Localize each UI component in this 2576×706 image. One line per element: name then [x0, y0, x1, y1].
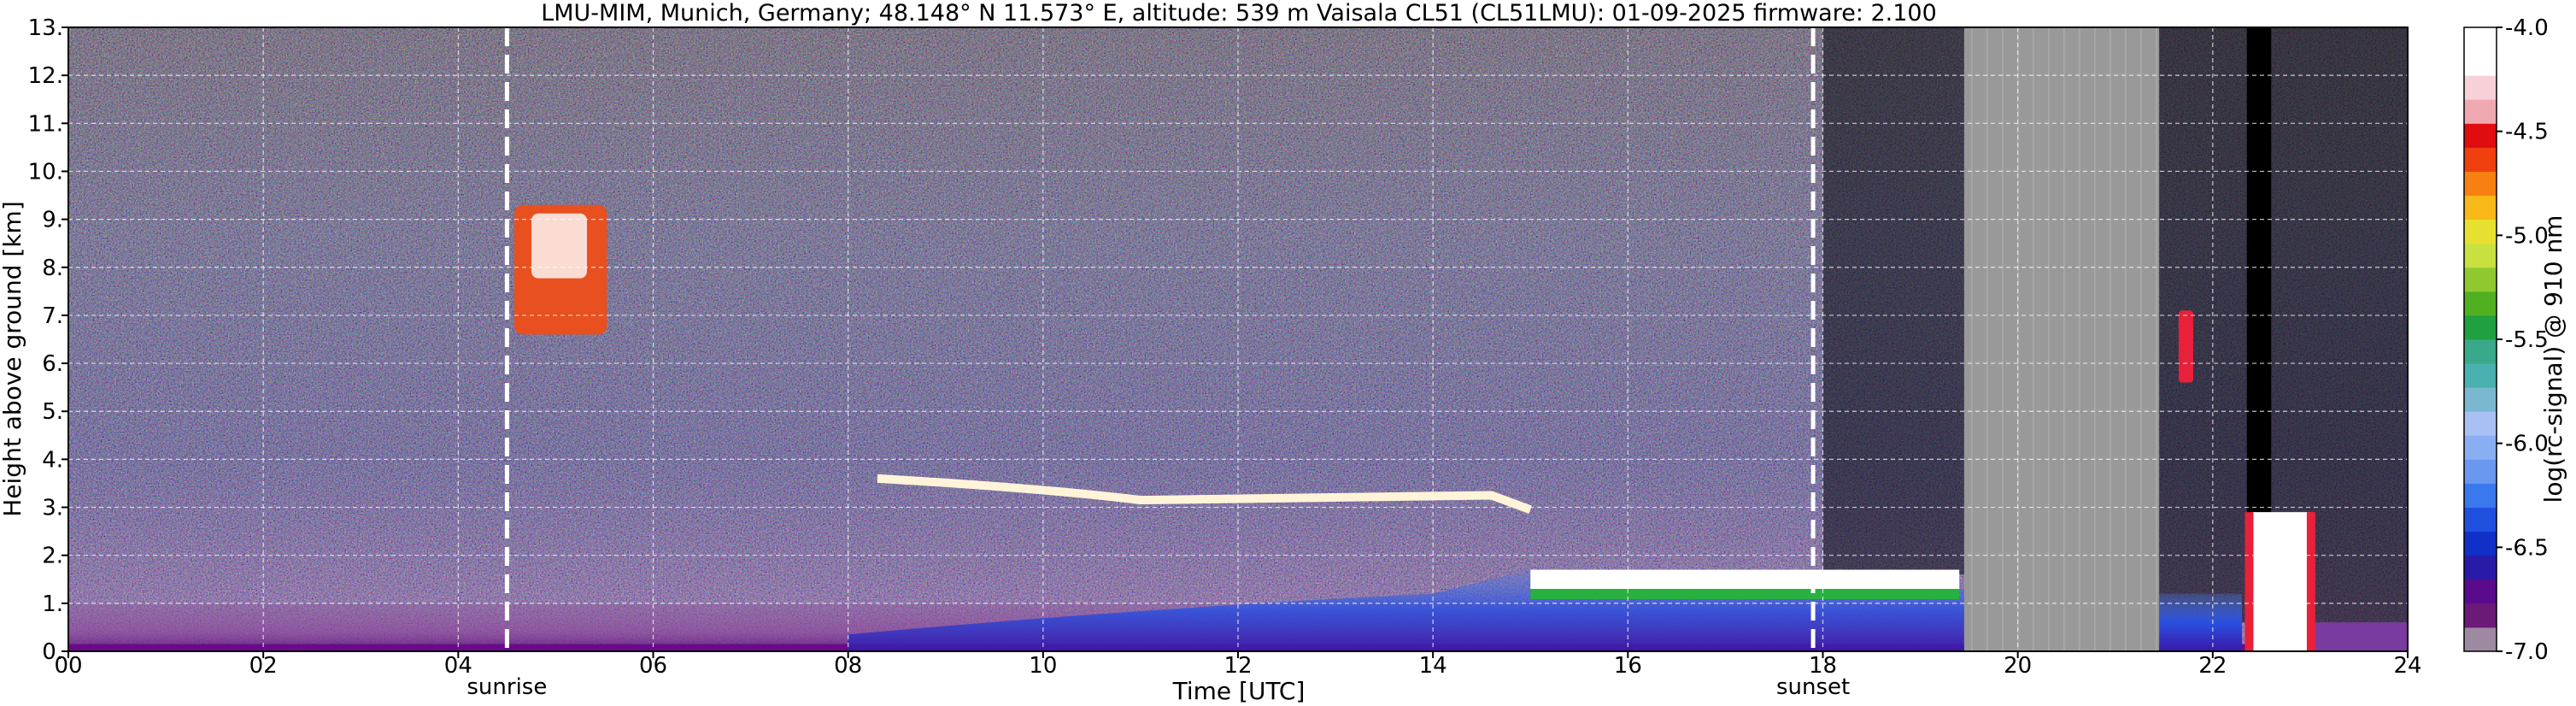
- x-tick-label: 06: [639, 653, 667, 679]
- x-tick-label: 02: [249, 653, 278, 679]
- colorbar-segment: [2464, 171, 2497, 197]
- cloud-core: [2178, 310, 2194, 383]
- cloud-layer: [2244, 512, 2315, 651]
- colorbar-segment: [2464, 315, 2497, 340]
- cloud-layer: [877, 474, 1532, 515]
- x-tick-label: 22: [2198, 653, 2227, 679]
- x-tick-label: 04: [444, 653, 472, 679]
- cloud-band: [1530, 569, 1960, 589]
- colorbar-segment: [2464, 99, 2497, 124]
- colorbar-tick-label: -7.0: [2505, 639, 2549, 665]
- colorbar-tick-label: -4.0: [2505, 15, 2549, 41]
- x-tick-label: 24: [2393, 653, 2421, 679]
- y-tick-label: 9.: [42, 208, 63, 233]
- colorbar-label: log(rc-signal) @ 910 nm: [2539, 215, 2567, 503]
- cloud-edge: [2244, 512, 2254, 651]
- cloud-layer: [1530, 569, 1960, 599]
- y-tick-label: 13.: [28, 15, 63, 41]
- y-tick-label: 12.: [28, 63, 63, 89]
- colorbar-segment: [2464, 507, 2497, 532]
- aerosol-region: [2309, 622, 2408, 651]
- y-tick-label: 6.: [42, 351, 63, 377]
- x-tick-label: 20: [2004, 653, 2032, 679]
- colorbar-segment: [2464, 51, 2497, 76]
- chart-title: LMU-MIM, Munich, Germany; 48.148° N 11.5…: [541, 0, 1937, 26]
- y-tick-label: 3.: [42, 496, 63, 521]
- colorbar-tick-label: -5.5: [2505, 327, 2549, 353]
- colorbar-segment: [2464, 579, 2497, 604]
- colorbar-segment: [2464, 459, 2497, 484]
- y-tick-label: 8.: [42, 256, 63, 281]
- colorbar-segment: [2464, 531, 2497, 556]
- colorbar-segment: [2464, 555, 2497, 580]
- colorbar-segment: [2464, 411, 2497, 436]
- y-tick-label: 11.: [28, 111, 63, 137]
- colorbar-segment: [2464, 195, 2497, 221]
- colorbar-segment: [2464, 243, 2497, 268]
- y-tick-label: 7.: [42, 303, 63, 329]
- colorbar-tick-label: -6.0: [2505, 432, 2549, 457]
- colorbar-segment: [2464, 291, 2497, 316]
- colorbar-segment: [2464, 123, 2497, 148]
- cloud-layer: [513, 204, 607, 335]
- colorbar-segment: [2464, 387, 2497, 412]
- cloud-layer: [2178, 310, 2194, 383]
- x-tick-label: 16: [1614, 653, 1642, 679]
- cloud-band: [1530, 589, 1960, 599]
- colorbar-segment: [2464, 363, 2497, 388]
- night-dark-region: [1822, 27, 1964, 575]
- y-tick-label: 1.: [42, 591, 63, 617]
- x-axis-label: Time [UTC]: [1172, 677, 1306, 705]
- y-tick-label: 2.: [42, 544, 63, 569]
- missing-data-region: [1963, 27, 2160, 651]
- y-tick-label: 10.: [28, 159, 63, 185]
- colorbar-segment: [2464, 27, 2497, 52]
- colorbar-segment: [2464, 435, 2497, 460]
- colorbar-segment: [2464, 627, 2497, 652]
- x-tick-label: 18: [1809, 653, 1837, 679]
- cloud-edge: [2306, 512, 2315, 651]
- x-tick-label: 08: [834, 653, 862, 679]
- colorbar-segment: [2464, 219, 2497, 244]
- aerosol-region: [2159, 593, 2243, 651]
- cloud-core: [2251, 512, 2310, 651]
- y-tick-label: 4.: [42, 447, 63, 473]
- colorbar-tick-label: -6.5: [2505, 535, 2549, 561]
- y-axis-label: Height above ground [km]: [0, 201, 26, 517]
- colorbar-tick-label: -4.5: [2505, 120, 2549, 145]
- colorbar-segment: [2464, 147, 2497, 172]
- x-tick-label: 00: [54, 653, 82, 679]
- colorbar-tick-label: -5.0: [2505, 223, 2549, 249]
- y-tick-label: 5.: [42, 399, 63, 425]
- cloud-core: [531, 213, 587, 279]
- colorbar-segment: [2464, 267, 2497, 292]
- x-tick-label: 14: [1419, 653, 1447, 679]
- colorbar-segment: [2464, 603, 2497, 628]
- x-tick-label: 12: [1223, 653, 1252, 679]
- marker-label: sunrise: [466, 674, 547, 700]
- y-tick-label: 0.: [42, 639, 63, 665]
- marker-label: sunset: [1776, 674, 1850, 700]
- cloud-band: [877, 474, 1532, 515]
- colorbar-segment: [2464, 75, 2497, 100]
- colorbar-segment: [2464, 483, 2497, 509]
- colorbar-segment: [2464, 339, 2497, 364]
- x-tick-label: 10: [1029, 653, 1057, 679]
